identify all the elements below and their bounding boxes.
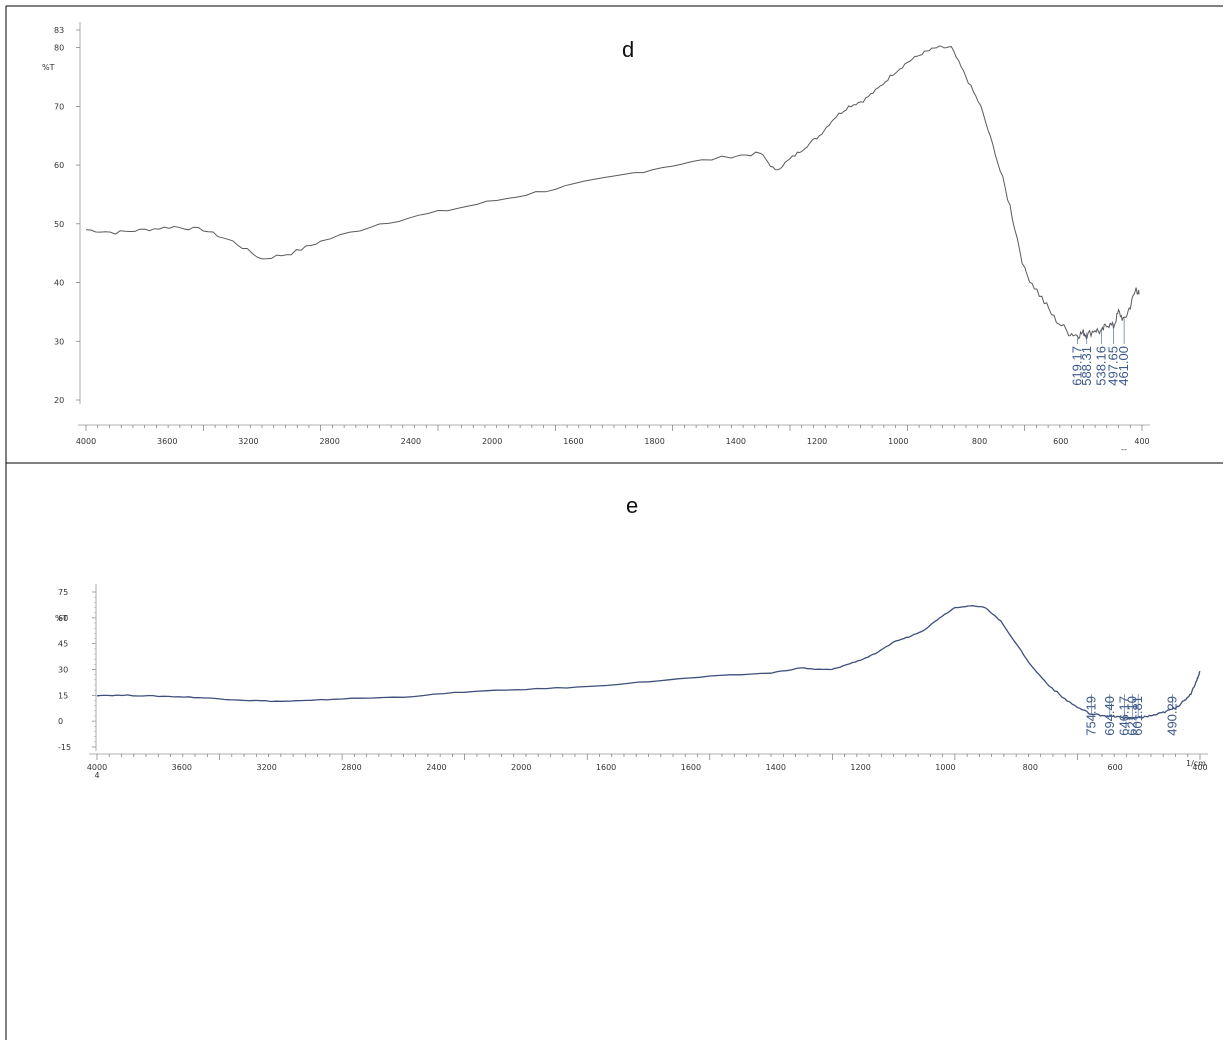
peak-label: 490.29	[1164, 696, 1179, 736]
x-tick-label: 1200	[807, 437, 827, 446]
y-tick-label: 45	[58, 640, 68, 649]
peak-label: 497.65	[1105, 346, 1120, 386]
x-tick-label: 400	[1134, 437, 1149, 446]
x-tick-label: 600	[1108, 763, 1123, 772]
x-tick-label: 1200	[850, 763, 870, 772]
x-tick-label: 1000	[935, 763, 955, 772]
peak-label: 538.16	[1093, 346, 1108, 386]
peak-label: 621.10	[1124, 696, 1139, 736]
x-tick-label: 3600	[157, 437, 177, 446]
y-tick-label: 83	[54, 26, 64, 35]
x-tick-label: 3600	[172, 763, 192, 772]
peak-label: 754.19	[1083, 696, 1098, 736]
x-tick-label: 2400	[401, 437, 421, 446]
y-tick-label: 70	[54, 102, 64, 111]
peak-label: 588.31	[1079, 346, 1094, 386]
x-tick-label: 1600	[563, 437, 583, 446]
spectrum-line	[85, 45, 1140, 340]
x-tick-label: 1000	[888, 437, 908, 446]
x-unit-label: --	[1121, 445, 1127, 454]
y-tick-label: 0	[58, 717, 63, 726]
x-tick-label: 1400	[726, 437, 746, 446]
peak-label: 694.40	[1102, 696, 1117, 736]
x-tick-label: 1400	[766, 763, 786, 772]
y-axis-label: %T	[55, 614, 68, 623]
panel-e-title: e	[626, 493, 639, 518]
spectrum-line	[96, 605, 1201, 720]
x-tick-label: 2000	[511, 763, 531, 772]
x-tick-label: 800	[972, 437, 987, 446]
x-unit-label: 1/cm	[1186, 759, 1206, 768]
x-tick-label: 600	[1053, 437, 1068, 446]
peak-label: 461.00	[1116, 346, 1131, 386]
y-tick-label: 30	[58, 666, 68, 675]
x-axis-prefix: 4	[94, 771, 99, 780]
x-tick-label: 4000	[76, 437, 96, 446]
panel-d-title: d	[622, 37, 635, 62]
x-tick-label: 3200	[257, 763, 277, 772]
y-tick-label: 60	[54, 161, 64, 170]
x-tick-label: 800	[1023, 763, 1038, 772]
x-tick-label: 2800	[341, 763, 361, 772]
x-tick-label: 4000	[87, 763, 107, 772]
y-tick-label: 60	[58, 614, 68, 623]
y-tick-label: 80	[54, 44, 64, 53]
y-axis-label: %T	[42, 63, 55, 72]
x-tick-label: 2400	[426, 763, 446, 772]
peak-label: 601.81	[1130, 696, 1145, 736]
y-tick-label: 30	[54, 337, 64, 346]
x-tick-label: 2000	[482, 437, 502, 446]
y-tick-label: -15	[58, 743, 71, 752]
y-tick-label: 40	[54, 279, 64, 288]
x-tick-label: 1800	[644, 437, 664, 446]
x-tick-label: 1600	[596, 763, 616, 772]
peak-label: 619.17	[1070, 346, 1085, 386]
peak-label: 646.17	[1117, 696, 1132, 736]
x-tick-label: 1600	[681, 763, 701, 772]
y-tick-label: 50	[54, 220, 64, 229]
x-tick-label: 2800	[320, 437, 340, 446]
x-tick-label: 400	[1192, 763, 1207, 772]
y-tick-label: 20	[54, 396, 64, 405]
x-tick-label: 3200	[238, 437, 258, 446]
y-tick-label: 15	[58, 691, 68, 700]
y-tick-label: 75	[58, 588, 68, 597]
